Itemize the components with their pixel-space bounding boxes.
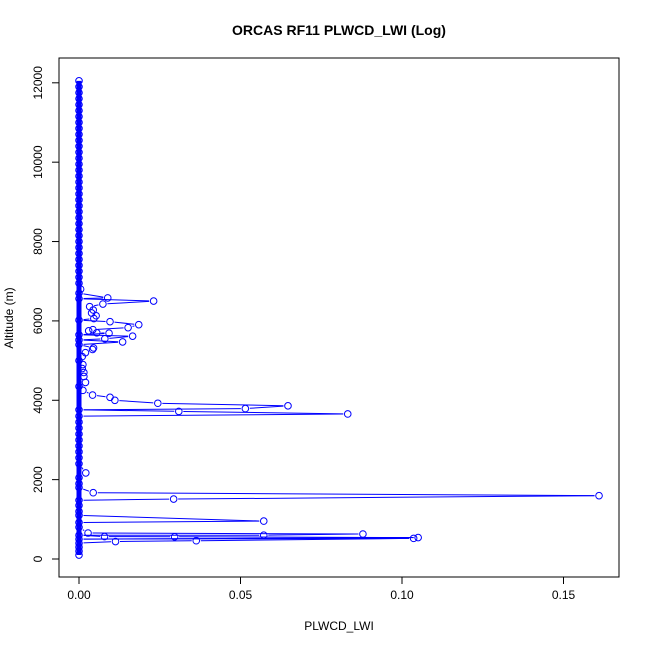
data-point	[344, 411, 351, 418]
series-segment	[83, 414, 343, 416]
data-point	[285, 403, 292, 410]
data-point	[415, 534, 422, 541]
series-segment	[83, 489, 89, 491]
series-segment	[83, 530, 84, 531]
series-segment	[82, 467, 83, 469]
data-point	[82, 379, 89, 386]
y-axis-label: Altitude (m)	[2, 287, 16, 348]
series-segment	[83, 294, 103, 297]
x-tick-label: 0.00	[67, 588, 91, 602]
data-point	[260, 518, 267, 525]
y-tick-label: 12000	[31, 66, 45, 100]
data-point	[100, 301, 107, 308]
y-tick-label: 2000	[31, 466, 45, 493]
x-tick-label: 0.05	[229, 588, 253, 602]
series-segment	[83, 410, 174, 411]
data-point	[82, 470, 89, 477]
chart-title: ORCAS RF11 PLWCD_LWI (Log)	[232, 22, 446, 38]
series-segment	[132, 326, 134, 327]
x-tick-label: 0.15	[552, 588, 576, 602]
series-segment	[109, 337, 128, 339]
series-segment	[162, 403, 283, 405]
data-point	[85, 328, 92, 335]
data-point	[90, 489, 97, 496]
data-point	[135, 321, 142, 328]
series-segment	[97, 396, 106, 397]
data-point	[410, 535, 417, 542]
series-segment	[83, 346, 89, 347]
y-tick-label: 10000	[31, 145, 45, 179]
data-point	[129, 333, 136, 340]
series-segment	[87, 392, 89, 393]
series-segment	[83, 542, 111, 543]
series-segment	[119, 401, 153, 403]
data-point	[104, 295, 111, 302]
data-point	[125, 324, 132, 331]
y-tick-label: 6000	[31, 307, 45, 334]
series-segment	[83, 340, 118, 342]
series-segment	[250, 406, 284, 408]
x-tick-label: 0.10	[390, 588, 414, 602]
x-axis-label: PLWCD_LWI	[304, 619, 374, 633]
series-segment	[94, 305, 98, 306]
series-segment	[83, 299, 149, 301]
data-point	[155, 400, 162, 407]
series-segment	[83, 319, 89, 320]
series-segment	[268, 534, 358, 535]
series-segment	[107, 301, 149, 303]
series-segment	[183, 411, 343, 413]
y-tick-label: 0	[31, 555, 45, 562]
data-point	[242, 405, 249, 412]
series-segment	[120, 541, 192, 542]
series-segment	[178, 496, 594, 499]
data-point	[112, 397, 119, 404]
series-segment	[83, 499, 169, 500]
series-segment	[114, 322, 134, 324]
data-point	[360, 531, 367, 538]
series-segment	[83, 515, 259, 520]
series-segment	[83, 409, 240, 410]
data-point	[596, 492, 603, 499]
data-point	[150, 298, 157, 305]
series-segment	[98, 493, 595, 496]
y-tick-label: 4000	[31, 387, 45, 414]
series-segment	[97, 328, 123, 329]
series-segment	[83, 339, 100, 340]
data-point	[170, 496, 177, 503]
data-point	[107, 394, 114, 401]
data-point	[89, 392, 96, 399]
series-segment	[83, 342, 118, 344]
series-segment	[93, 533, 359, 534]
y-tick-label: 8000	[31, 228, 45, 255]
series-segment	[83, 521, 259, 522]
data-point	[119, 339, 126, 346]
data-point	[107, 318, 114, 325]
